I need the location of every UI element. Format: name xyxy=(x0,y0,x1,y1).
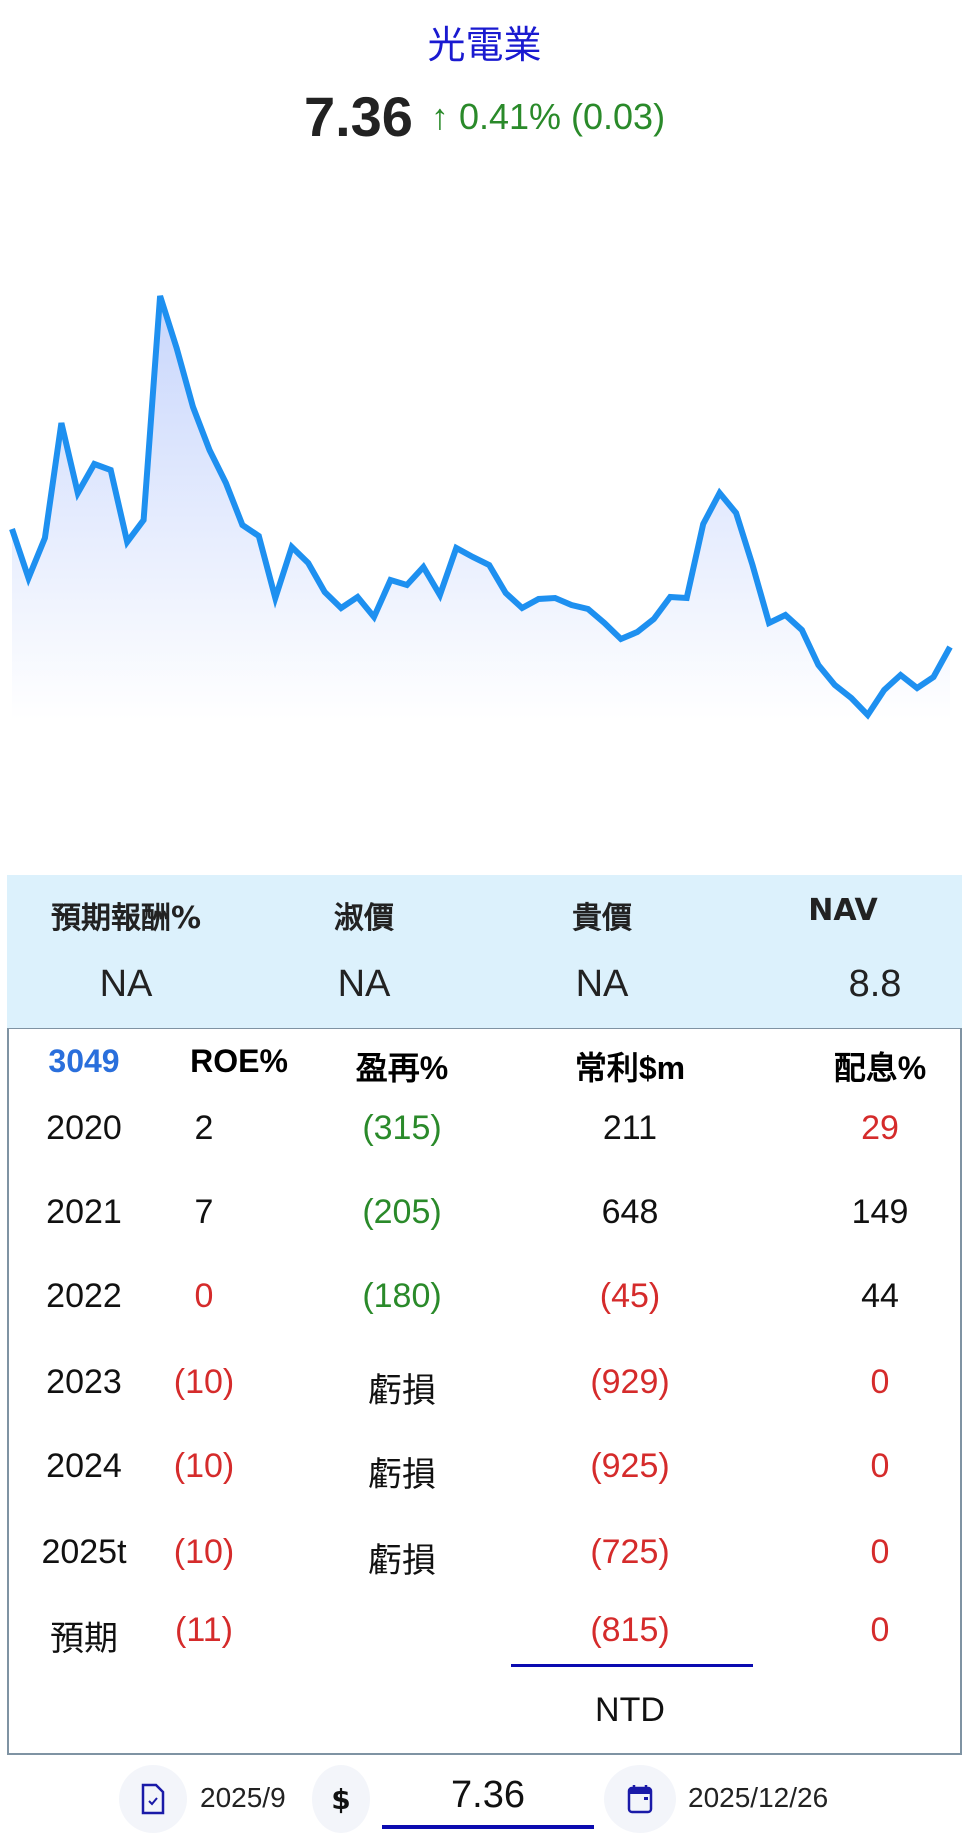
row-year: 2020 xyxy=(46,1109,122,1147)
table-cell: 211 xyxy=(602,1109,658,1147)
stock-code[interactable]: 3049 xyxy=(48,1043,120,1079)
table-cell: 0 xyxy=(870,1611,890,1649)
document-check-icon xyxy=(141,1783,165,1815)
financial-table: 3049 ROE% 盈再% 常利$m 配息% 2020 2 (315) 211 29 20… xyxy=(7,1028,962,1755)
row-year: 預期 xyxy=(50,1620,118,1658)
row-year: 2023 xyxy=(46,1363,122,1401)
row-year: 2021 xyxy=(46,1193,122,1231)
table-cell: 29 xyxy=(861,1109,899,1147)
table-cell: 0 xyxy=(870,1447,890,1485)
table-cell: 0 xyxy=(870,1363,890,1401)
price-input[interactable] xyxy=(382,1765,594,1829)
value-nav: 8.8 xyxy=(848,963,902,1005)
table-cell: (929) xyxy=(590,1363,670,1401)
calendar-icon xyxy=(627,1785,653,1814)
table-cell: 虧損 xyxy=(368,1542,436,1580)
table-cell: (11) xyxy=(175,1611,233,1649)
header-expected-return: 預期報酬% xyxy=(50,901,202,936)
table-cell: (925) xyxy=(590,1447,670,1485)
table-cell: 7 xyxy=(194,1193,214,1231)
table-cell: 2 xyxy=(194,1109,214,1147)
header-nav: NAV xyxy=(808,893,878,928)
currency-label: NTD xyxy=(595,1691,665,1729)
value-fair-price: NA xyxy=(337,963,391,1005)
currency-button[interactable]: $ xyxy=(312,1765,370,1833)
col-profit: 常利$m xyxy=(574,1050,686,1086)
table-cell: 648 xyxy=(601,1193,659,1231)
calendar-button[interactable] xyxy=(604,1765,676,1833)
sector-title: 光電業 xyxy=(427,23,542,67)
table-cell: (815) xyxy=(590,1611,670,1649)
quote: 7.36 ↑ 0.41% (0.03) xyxy=(0,84,969,149)
table-cell: 0 xyxy=(194,1277,214,1315)
col-reinvest: 盈再% xyxy=(355,1050,449,1086)
table-cell: (205) xyxy=(362,1193,442,1231)
col-roe: ROE% xyxy=(190,1043,288,1079)
table-cell: 虧損 xyxy=(368,1372,436,1410)
valuation-panel: 預期報酬% 淑價 貴價 NAV NA NA NA 8.8 xyxy=(7,875,962,1028)
table-cell: 149 xyxy=(851,1193,909,1231)
bottom-bar: 2025/9 $ 2025/12/26 xyxy=(0,1765,969,1833)
chart-area-fill xyxy=(12,296,950,720)
row-year: 2022 xyxy=(46,1277,122,1315)
table-cell: (10) xyxy=(173,1363,235,1401)
table-cell: (180) xyxy=(362,1277,442,1315)
dollar-icon: $ xyxy=(331,1782,351,1816)
table-cell: 44 xyxy=(861,1277,899,1315)
value-expensive-price: NA xyxy=(575,963,629,1005)
table-cell: (725) xyxy=(590,1533,670,1571)
profit-underline xyxy=(511,1664,753,1667)
table-cell: 0 xyxy=(870,1533,890,1571)
chart-line xyxy=(9,295,953,720)
table-cell: 虧損 xyxy=(368,1456,436,1494)
report-button[interactable] xyxy=(119,1765,187,1833)
quote-date: 2025/12/26 xyxy=(688,1782,829,1813)
current-price: 7.36 xyxy=(303,85,413,148)
table-cell: (10) xyxy=(173,1533,235,1571)
table-cell: (10) xyxy=(173,1447,235,1485)
row-year: 2025t xyxy=(41,1533,127,1571)
header-fair-price: 淑價 xyxy=(334,901,394,936)
header-expensive-price: 貴價 xyxy=(572,901,632,936)
col-dividend: 配息% xyxy=(833,1050,927,1086)
value-expected-return: NA xyxy=(99,963,153,1005)
price-chart xyxy=(9,295,953,720)
report-date: 2025/9 xyxy=(200,1782,286,1813)
row-year: 2024 xyxy=(46,1447,122,1485)
table-cell: (315) xyxy=(362,1109,442,1147)
price-change: ↑ 0.41% (0.03) xyxy=(430,95,666,137)
table-cell: (45) xyxy=(599,1277,661,1315)
